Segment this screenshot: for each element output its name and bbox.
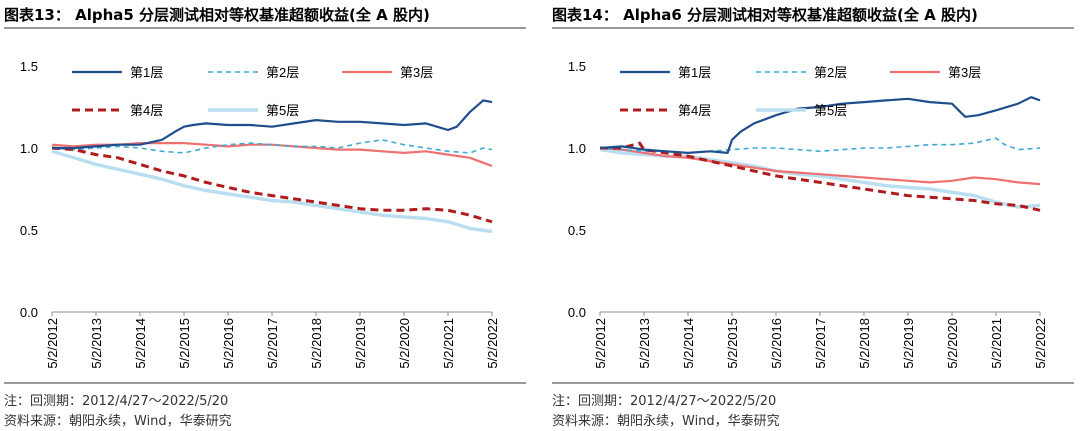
y-tick-label: 1.0 — [568, 141, 586, 156]
x-tick-label: 5/2/2012 — [593, 318, 608, 369]
x-tick-label: 5/2/2017 — [265, 318, 280, 369]
x-tick-label: 5/2/2015 — [177, 318, 192, 369]
x-tick-label: 5/2/2013 — [89, 318, 104, 369]
x-tick-label: 5/2/2015 — [725, 318, 740, 369]
legend-label-4: 第4层 — [678, 103, 711, 118]
x-tick-label: 5/2/2013 — [637, 318, 652, 369]
legend-label-1: 第1层 — [130, 65, 163, 80]
y-tick-label: 0.5 — [20, 223, 38, 238]
legend-label-5: 第5层 — [814, 103, 847, 118]
legend-label-4: 第4层 — [130, 103, 163, 118]
chart-title: 图表14： Alpha6 分层测试相对等权基准超额收益(全 A 股内) — [552, 6, 978, 24]
legend-label-2: 第2层 — [266, 65, 299, 80]
x-tick-label: 5/2/2018 — [309, 318, 324, 369]
chart-panel-13: 图表13： Alpha5 分层测试相对等权基准超额收益(全 A 股内) 0.0 0… — [0, 0, 530, 431]
x-tick-label: 5/2/2021 — [989, 318, 1004, 369]
x-tick-label: 5/2/2016 — [769, 318, 784, 369]
series-line-4 — [51, 146, 493, 224]
y-tick-label: 0.0 — [568, 305, 586, 320]
line-chart-alpha5: 0.0 0.5 1.0 1.5 5/2/2012 5/2/2013 5/2/2014 5/2/… — [20, 59, 500, 369]
x-tick-label: 5/2/2021 — [441, 318, 456, 369]
x-tick-label: 5/2/2012 — [45, 318, 60, 369]
title-divider — [4, 27, 526, 29]
x-tick-label: 5/2/2014 — [133, 318, 148, 369]
y-tick-label: 1.5 — [20, 59, 38, 74]
chart-title: 图表13： Alpha5 分层测试相对等权基准超额收益(全 A 股内) — [4, 6, 430, 24]
series-line-1 — [52, 99, 493, 150]
x-tick-label: 5/2/2018 — [857, 318, 872, 369]
x-tick-label: 5/2/2017 — [813, 318, 828, 369]
footer-divider — [552, 382, 1074, 384]
y-tick-label: 0.5 — [568, 223, 586, 238]
x-tick-label: 5/2/2022 — [1033, 318, 1048, 369]
x-tick-label: 5/2/2022 — [485, 318, 500, 369]
x-tick-label: 5/2/2020 — [945, 318, 960, 369]
y-tick-label: 0.0 — [20, 305, 38, 320]
legend-label-3: 第3层 — [948, 65, 981, 80]
footer-divider — [4, 382, 526, 384]
source-note: 资料来源：朝阳永续，Wind，华泰研究 — [552, 414, 780, 429]
line-chart-alpha6: 0.0 0.5 1.0 1.5 5/2/2012 5/2/2013 5/2/2014 5/2/… — [568, 59, 1048, 369]
series-line-1 — [599, 96, 1041, 154]
source-note: 资料来源：朝阳永续，Wind，华泰研究 — [4, 414, 232, 429]
chart-panel-14: 图表14： Alpha6 分层测试相对等权基准超额收益(全 A 股内) 0.0 0… — [548, 0, 1078, 431]
x-tick-label: 5/2/2014 — [681, 318, 696, 369]
x-tick-label: 5/2/2020 — [397, 318, 412, 369]
y-tick-label: 1.0 — [20, 141, 38, 156]
series-line-2 — [51, 139, 493, 154]
y-tick-label: 1.5 — [568, 59, 586, 74]
backtest-note: 注：回测期：2012/4/27～2022/5/20 — [4, 394, 229, 409]
backtest-note: 注：回测期：2012/4/27～2022/5/20 — [552, 394, 777, 409]
x-tick-label: 5/2/2019 — [901, 318, 916, 369]
legend-label-3: 第3层 — [400, 65, 433, 80]
legend-label-1: 第1层 — [678, 65, 711, 80]
series-line-5 — [51, 149, 493, 234]
legend-label-5: 第5层 — [266, 103, 299, 118]
x-tick-label: 5/2/2019 — [353, 318, 368, 369]
legend-label-2: 第2层 — [814, 65, 847, 80]
x-tick-label: 5/2/2016 — [221, 318, 236, 369]
series-line-3 — [599, 146, 1041, 186]
title-divider — [552, 27, 1074, 29]
